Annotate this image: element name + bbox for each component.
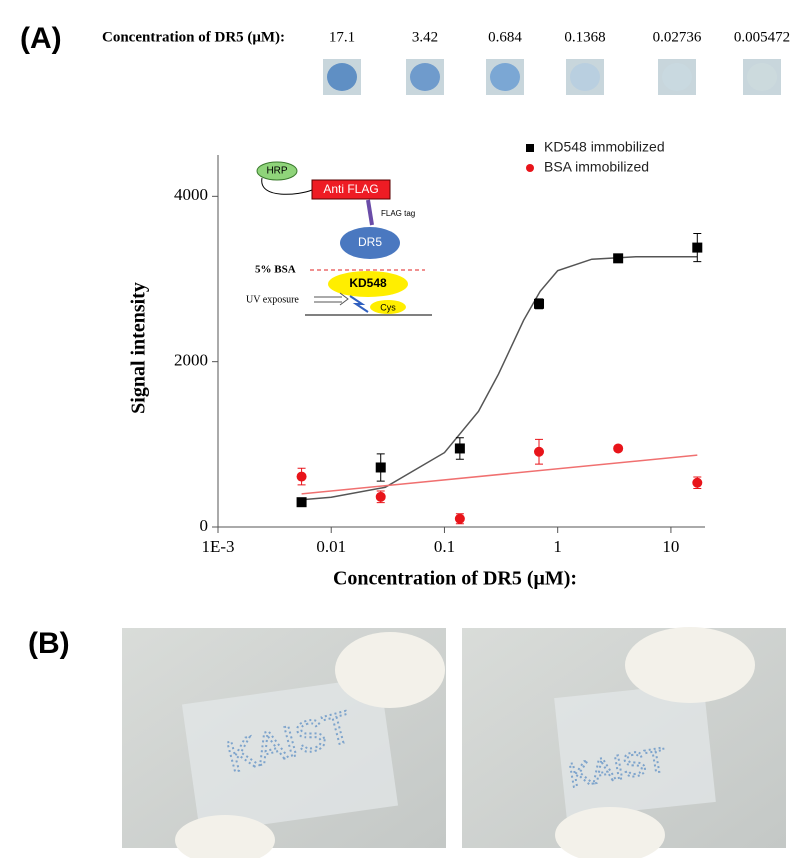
strip-label: Concentration of DR5 (μM): bbox=[102, 29, 285, 45]
inset-label: Cys bbox=[380, 302, 396, 312]
strip-spot bbox=[570, 63, 600, 91]
point bbox=[375, 491, 386, 502]
point bbox=[692, 242, 703, 253]
inset-label: UV exposure bbox=[246, 294, 299, 305]
point bbox=[296, 497, 307, 508]
inset-diagram: HRP Anti FLAG FLAG tag DR5 5% BSA KD548 … bbox=[246, 161, 432, 316]
point bbox=[375, 462, 386, 473]
inset-label: FLAG tag bbox=[381, 209, 415, 218]
panel-label: (B) bbox=[28, 627, 70, 660]
point bbox=[613, 253, 624, 264]
fit-line bbox=[301, 255, 698, 501]
x-tick-label: 0.01 bbox=[316, 537, 346, 556]
strip-spot bbox=[747, 63, 777, 91]
strip-concentration: 17.1 bbox=[329, 29, 355, 45]
photo: KAIST bbox=[462, 627, 786, 858]
inset-label: KD548 bbox=[349, 276, 387, 290]
x-tick-label: 1E-3 bbox=[201, 537, 234, 556]
x-tick-label: 1 bbox=[553, 537, 562, 556]
fit-line bbox=[301, 454, 698, 495]
strip-concentration: 3.42 bbox=[412, 29, 438, 45]
strip-concentration: 0.1368 bbox=[564, 29, 605, 45]
panel-label: (A) bbox=[20, 22, 62, 55]
legend-label: BSA immobilized bbox=[544, 159, 649, 175]
legend-marker bbox=[526, 164, 534, 172]
point bbox=[692, 477, 703, 488]
inset-label: Anti FLAG bbox=[323, 182, 378, 196]
x-tick-label: 0.1 bbox=[434, 537, 455, 556]
x-axis-label: Concentration of DR5 (μM): bbox=[333, 568, 577, 590]
strip-concentration: 0.005472 bbox=[734, 29, 790, 45]
inset-label: HRP bbox=[266, 166, 287, 177]
strip-concentration: 0.684 bbox=[488, 29, 522, 45]
inset-label: DR5 bbox=[358, 235, 382, 249]
point bbox=[534, 298, 545, 309]
strip-concentration: 0.02736 bbox=[653, 29, 702, 45]
strip-spot bbox=[490, 63, 520, 91]
y-tick-label: 4000 bbox=[174, 185, 208, 204]
strip-spot bbox=[327, 63, 357, 91]
point bbox=[454, 513, 465, 524]
x-tick-label: 10 bbox=[662, 537, 679, 556]
point bbox=[454, 443, 465, 454]
strip-spot bbox=[662, 63, 692, 91]
photo: KAIST bbox=[122, 628, 446, 858]
legend-marker bbox=[526, 144, 534, 152]
y-axis-label: Signal intensity bbox=[128, 282, 150, 414]
inset-label: 5% BSA bbox=[255, 264, 296, 276]
point bbox=[296, 471, 307, 482]
point bbox=[613, 443, 624, 454]
point bbox=[534, 446, 545, 457]
strip-spot bbox=[410, 63, 440, 91]
legend-label: KD548 immobilized bbox=[544, 139, 665, 155]
y-tick-label: 2000 bbox=[174, 351, 208, 370]
y-tick-label: 0 bbox=[200, 516, 209, 535]
